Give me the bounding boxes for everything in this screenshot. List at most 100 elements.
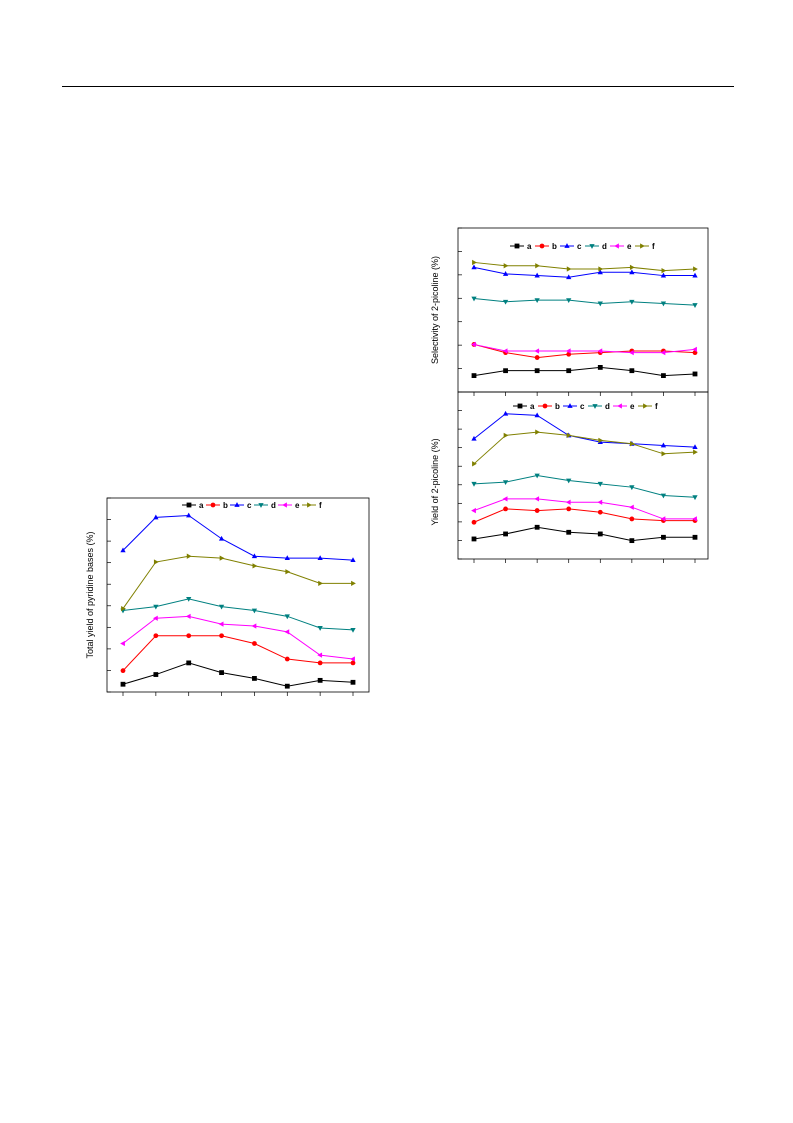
data-point-b <box>534 508 540 513</box>
y-axis-label: Selectivity of 2-picoline (%) <box>430 256 440 364</box>
data-point-b <box>153 633 159 639</box>
legend-marker-f <box>307 502 312 508</box>
data-point-a <box>661 534 666 540</box>
data-point-d <box>660 493 667 499</box>
legend-label-e: e <box>630 402 635 411</box>
data-point-a <box>692 534 698 540</box>
series-line-f <box>473 431 696 465</box>
series-line-d <box>122 598 354 631</box>
data-point-d <box>597 481 603 487</box>
data-point-a <box>503 531 508 537</box>
ticks <box>107 497 354 696</box>
data-point-e <box>660 516 666 522</box>
data-point-d <box>317 626 323 631</box>
data-point-c <box>660 442 667 448</box>
legend-marker-a <box>514 243 520 249</box>
data-point-c <box>534 412 540 418</box>
data-point-a <box>471 373 477 378</box>
data-point-a <box>153 672 159 677</box>
data-point-a <box>219 670 224 675</box>
series-line-d <box>473 298 696 306</box>
series-line-d <box>473 474 696 498</box>
data-point-b <box>120 668 126 674</box>
data-point-f <box>503 432 509 439</box>
legend-marker-d <box>589 244 595 249</box>
data-point-a <box>597 531 603 537</box>
data-point-f <box>186 553 192 559</box>
data-point-a <box>317 677 323 683</box>
ticks <box>458 227 696 396</box>
legend-marker-b <box>539 243 545 249</box>
data-point-f <box>535 263 541 269</box>
data-point-e <box>565 499 571 505</box>
data-point-f <box>252 563 258 569</box>
data-point-e <box>660 350 666 356</box>
data-point-f <box>566 432 572 439</box>
legend-label-c: c <box>247 501 252 510</box>
data-point-f <box>472 259 477 266</box>
series-line-f <box>122 555 353 609</box>
data-point-e <box>251 623 257 629</box>
legend: a b c d e f <box>513 402 658 411</box>
data-point-a <box>350 679 356 685</box>
data-point-e <box>628 504 634 510</box>
data-point-c <box>186 512 192 518</box>
data-point-c <box>218 535 225 541</box>
legend-label-a: a <box>530 402 535 411</box>
data-point-e <box>597 499 603 505</box>
data-point-d <box>692 303 698 308</box>
data-point-c <box>153 514 159 520</box>
series-line-e <box>473 498 695 520</box>
legend-marker-f <box>640 243 645 249</box>
y-axis-label: Total yield of pyridine bases (%) <box>85 531 95 658</box>
data-point-c <box>534 272 540 278</box>
series-line-a <box>473 366 696 377</box>
data-point-c <box>350 557 356 562</box>
series-group <box>471 259 698 378</box>
data-point-b <box>566 506 572 512</box>
series-line-b <box>122 635 353 672</box>
legend-label-d: d <box>605 402 610 411</box>
data-point-c <box>471 264 477 270</box>
data-point-d <box>284 614 290 620</box>
data-point-f <box>629 264 635 270</box>
data-point-b <box>350 660 356 666</box>
legend: a b c d e f <box>510 242 655 251</box>
data-point-e <box>120 640 125 647</box>
legend: a b c d e f <box>182 501 322 510</box>
data-point-f <box>472 461 477 467</box>
series-line-e <box>122 615 354 660</box>
data-point-d <box>218 604 225 610</box>
data-point-f <box>661 268 667 274</box>
data-point-d <box>350 628 356 633</box>
legend-marker-e <box>614 243 619 249</box>
data-point-e <box>534 348 540 354</box>
legend-label-f: f <box>652 242 655 251</box>
data-point-e <box>185 613 191 619</box>
data-point-d <box>692 495 698 501</box>
y-axis-label: Yield of 2-picoline (%) <box>430 438 440 525</box>
legend-label-b: b <box>555 402 560 411</box>
data-point-e <box>350 656 355 662</box>
data-point-f <box>693 449 698 455</box>
series-line-a <box>122 662 354 687</box>
series-line-f <box>473 261 696 272</box>
data-point-f <box>661 451 667 457</box>
data-point-a <box>629 538 635 544</box>
legend-label-f: f <box>655 402 658 411</box>
data-point-f <box>598 266 604 272</box>
data-point-c <box>597 269 603 275</box>
plot-frame <box>106 497 370 693</box>
data-point-c <box>692 444 698 450</box>
legend-marker-c <box>567 403 573 408</box>
data-point-e <box>317 652 323 658</box>
legend-marker-d <box>592 404 598 409</box>
data-point-e <box>565 348 571 354</box>
legend-marker-c <box>564 243 570 248</box>
data-point-c <box>692 272 698 278</box>
legend-marker-a <box>186 502 192 508</box>
header-rule <box>62 86 734 87</box>
data-point-e <box>152 615 158 621</box>
data-point-e <box>534 496 540 502</box>
